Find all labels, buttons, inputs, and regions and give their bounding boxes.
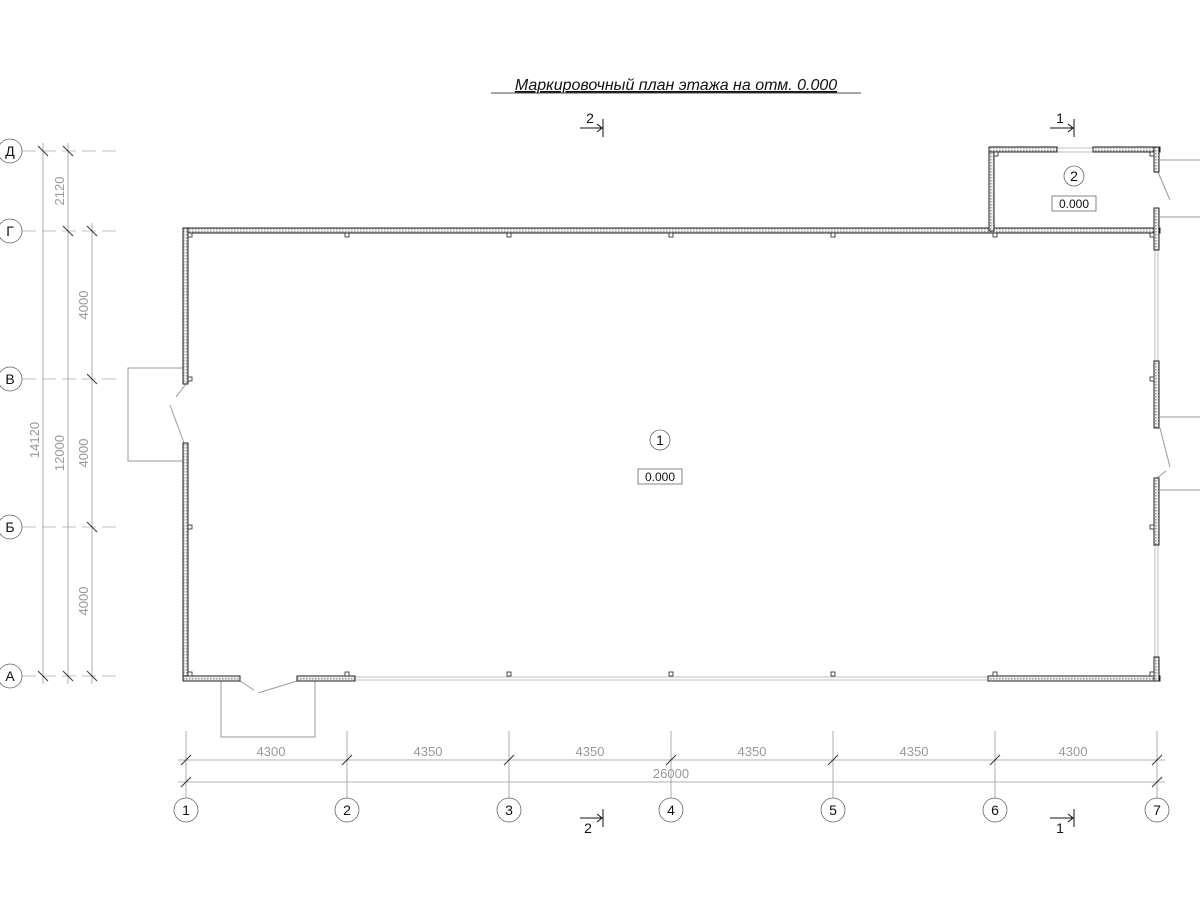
left-dimensions: 14120 2120 12000 4000 4000 4000	[27, 143, 98, 684]
axis-B: Б	[5, 519, 14, 535]
dim-left-total: 14120	[27, 422, 42, 458]
axis-G: Г	[6, 223, 14, 239]
room-1: 1 0.000	[637, 429, 683, 485]
bottom-dimensions: 4300 4350 4350 4350 4350 4300 26000	[178, 731, 1165, 798]
room-2-elevation: 0.000	[1059, 197, 1089, 211]
dim-left-2120: 2120	[52, 177, 67, 206]
glazing	[355, 147, 1159, 681]
svg-text:1: 1	[1056, 110, 1064, 126]
dim-left-12000: 12000	[52, 435, 67, 471]
room-2: 2 0.000	[1051, 165, 1097, 212]
section-marker-2-top: 2	[580, 110, 604, 137]
dim-total: 26000	[653, 766, 689, 781]
axis-6: 6	[991, 802, 999, 818]
axis-3: 3	[505, 802, 513, 818]
letter-axis-lines	[22, 150, 120, 677]
porches	[127, 159, 1200, 738]
dim-5-6: 4350	[900, 744, 929, 759]
plan-title: Маркировочный план этажа на отм. 0.000	[515, 77, 837, 94]
door-swings	[169, 171, 1171, 694]
section-marker-2-bottom: 2	[580, 809, 604, 836]
axis-D: Д	[5, 143, 15, 159]
walls	[182, 146, 1161, 682]
axis-5: 5	[829, 802, 837, 818]
dim-1-2: 4300	[257, 744, 286, 759]
svg-text:2: 2	[584, 820, 592, 836]
room-1-number: 1	[656, 432, 664, 448]
dim-6-7: 4300	[1059, 744, 1088, 759]
svg-text:1: 1	[1056, 820, 1064, 836]
dim-left-4000-3: 4000	[76, 587, 91, 616]
axis-4: 4	[667, 802, 675, 818]
number-axes: 1 2 3 4 5 6 7	[173, 797, 1170, 823]
dim-3-4: 4350	[576, 744, 605, 759]
letter-axes: Д Г В Б А	[0, 138, 23, 689]
dim-2-3: 4350	[414, 744, 443, 759]
axis-1: 1	[182, 802, 190, 818]
dim-left-4000-1: 4000	[76, 291, 91, 320]
dim-4-5: 4350	[738, 744, 767, 759]
axis-A: А	[5, 668, 15, 684]
room-2-number: 2	[1070, 168, 1078, 184]
axis-7: 7	[1153, 802, 1161, 818]
room-1-elevation: 0.000	[645, 470, 675, 484]
section-marker-1-top: 1	[1050, 110, 1075, 137]
section-marker-1-bottom: 1	[1050, 809, 1075, 836]
axis-2: 2	[343, 802, 351, 818]
columns	[187, 151, 1155, 677]
dim-left-4000-2: 4000	[76, 439, 91, 468]
svg-text:2: 2	[586, 110, 594, 126]
axis-V: В	[5, 371, 14, 387]
